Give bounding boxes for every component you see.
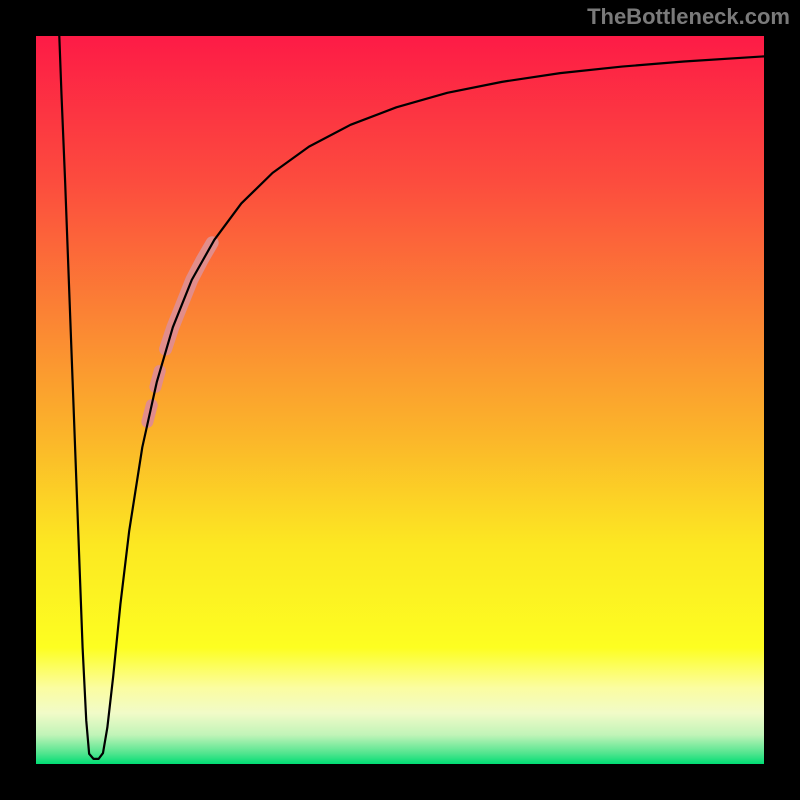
chart-container: TheBottleneck.com [0,0,800,800]
watermark-text: TheBottleneck.com [587,4,790,30]
chart-svg [0,0,800,800]
gradient-background [36,36,764,764]
